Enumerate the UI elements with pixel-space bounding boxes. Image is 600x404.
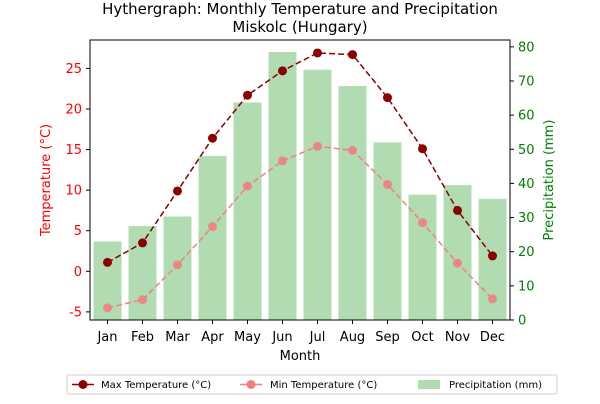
x-tick-label-nov: Nov bbox=[445, 330, 471, 345]
legend-precip-swatch-icon bbox=[418, 380, 440, 389]
precipitation-bar-jul bbox=[303, 69, 332, 321]
max-temperature-point-oct bbox=[418, 144, 427, 154]
right-y-tick-label: 50 bbox=[518, 143, 535, 158]
left-y-tick-label: 0 bbox=[74, 265, 82, 280]
right-y-tick-label: 10 bbox=[518, 279, 535, 294]
left-y-tick-label: 25 bbox=[65, 62, 82, 77]
left-y-tick-label: 20 bbox=[65, 102, 82, 117]
legend-max-marker-icon bbox=[78, 380, 88, 389]
left-y-tick-label: 5 bbox=[74, 224, 82, 239]
x-tick-label-dec: Dec bbox=[480, 330, 505, 345]
precipitation-bars bbox=[93, 51, 507, 321]
chart-subtitle: Miskolc (Hungary) bbox=[232, 18, 367, 36]
min-temperature-point-dec bbox=[488, 294, 497, 304]
right-y-tick-label: 60 bbox=[518, 109, 535, 124]
x-tick-label-aug: Aug bbox=[340, 330, 365, 345]
max-temperature-point-aug bbox=[348, 50, 357, 60]
min-temperature-point-jul bbox=[313, 141, 322, 151]
min-temperature-point-apr bbox=[208, 222, 217, 232]
precipitation-bar-may bbox=[233, 102, 262, 320]
right-y-tick-label: 30 bbox=[518, 211, 535, 226]
x-axis-label: Month bbox=[280, 349, 321, 364]
min-temperature-point-jun bbox=[278, 156, 287, 166]
legend-label-min: Min Temperature (°C) bbox=[270, 380, 377, 391]
min-temperature-point-sep bbox=[383, 179, 392, 189]
min-temperature-point-may bbox=[243, 181, 252, 191]
precipitation-bar-apr bbox=[198, 156, 227, 320]
max-temperature-point-nov bbox=[453, 205, 462, 215]
x-tick-label-sep: Sep bbox=[375, 330, 400, 345]
legend-frame bbox=[66, 374, 558, 395]
left-y-tick-label: 15 bbox=[65, 143, 82, 158]
max-temperature-point-mar bbox=[173, 186, 182, 196]
right-y-tick-label: 70 bbox=[518, 74, 535, 89]
max-temperature-point-may bbox=[243, 90, 252, 100]
legend: Max Temperature (°C) Min Temperature (°C… bbox=[66, 374, 558, 395]
min-temperature-point-mar bbox=[173, 260, 182, 270]
x-tick-label-mar: Mar bbox=[165, 330, 190, 345]
x-tick-label-apr: Apr bbox=[201, 330, 224, 345]
min-temperature-point-aug bbox=[348, 145, 357, 155]
right-y-axis-label: Precipitation (mm) bbox=[542, 120, 557, 241]
right-y-tick-label: 80 bbox=[518, 40, 535, 55]
min-temperature-point-nov bbox=[453, 258, 462, 268]
precipitation-bar-aug bbox=[338, 86, 367, 320]
min-temperature-line bbox=[107, 145, 494, 309]
max-temperature-point-feb bbox=[138, 238, 147, 248]
legend-min-marker-icon bbox=[246, 380, 256, 389]
precipitation-bar-oct bbox=[408, 194, 437, 320]
left-y-tick-label: -5 bbox=[69, 305, 82, 320]
axes: Jan Feb Mar Apr May Jun Jul Aug Sep Oct Nov Dec -5 0 5… bbox=[65, 39, 535, 345]
chart-title: Hythergraph: Monthly Temperature and Pre… bbox=[102, 0, 498, 18]
x-tick-label-may: May bbox=[234, 330, 261, 345]
max-temperature-point-dec bbox=[488, 251, 497, 261]
max-temperature-point-jul bbox=[313, 48, 322, 58]
min-temperature-point-feb bbox=[138, 295, 147, 305]
max-temperature-line bbox=[107, 52, 494, 264]
x-tick-label-jul: Jul bbox=[309, 330, 326, 345]
x-tick-label-feb: Feb bbox=[131, 330, 154, 345]
precipitation-bar-sep bbox=[373, 142, 402, 320]
plot-frame bbox=[89, 39, 511, 321]
max-temperature-point-jun bbox=[278, 66, 287, 76]
x-tick-label-oct: Oct bbox=[411, 330, 433, 345]
left-y-axis-label: Temperature (°C) bbox=[39, 124, 54, 237]
temperature-lines bbox=[103, 48, 497, 313]
x-tick-label-jun: Jun bbox=[271, 330, 292, 345]
min-temperature-point-oct bbox=[418, 218, 427, 228]
legend-label-precip: Precipitation (mm) bbox=[449, 380, 542, 391]
right-y-tick-label: 0 bbox=[518, 314, 526, 329]
right-y-tick-label: 40 bbox=[518, 177, 535, 192]
precipitation-bar-jun bbox=[268, 51, 297, 320]
x-tick-label-jan: Jan bbox=[96, 330, 117, 345]
left-y-tick-label: 10 bbox=[65, 184, 82, 199]
min-temperature-point-jan bbox=[103, 303, 112, 313]
max-temperature-point-sep bbox=[383, 93, 392, 103]
max-temperature-point-apr bbox=[208, 133, 217, 143]
legend-label-max: Max Temperature (°C) bbox=[101, 380, 211, 391]
max-temperature-point-jan bbox=[103, 257, 112, 267]
right-y-tick-label: 20 bbox=[518, 245, 535, 260]
